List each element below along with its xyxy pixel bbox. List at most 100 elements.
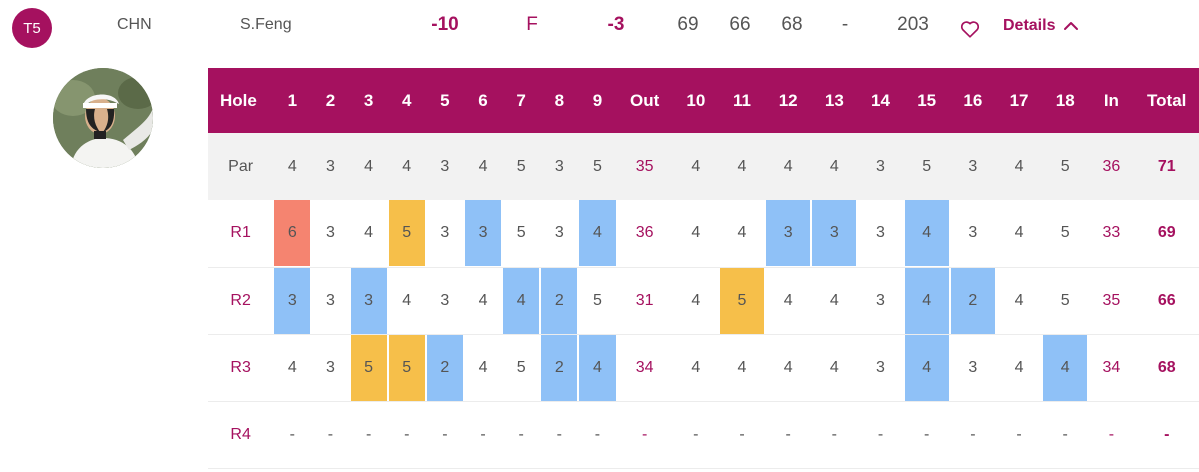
score-value: -	[289, 425, 295, 443]
today-score: -3	[607, 14, 625, 35]
column-header-1: 1	[273, 68, 312, 133]
score-cell: 4	[995, 133, 1043, 200]
player-summary-row[interactable]: T5 CHN S.Feng -10 F -3 69 66 68 - 203 De…	[0, 0, 1199, 56]
score-value: 4	[737, 157, 747, 175]
score-cell: 4	[578, 200, 617, 268]
birdie-marker: 3	[274, 267, 311, 334]
score-cell: -	[463, 401, 503, 469]
chevron-up-icon	[1064, 22, 1079, 30]
score-value: 68	[1157, 358, 1176, 376]
scorecard-row-r4: R4- - - - - - - - - - - - - - - - - - - - -	[208, 401, 1199, 469]
score-value: 4	[783, 358, 793, 376]
score-cell: 4	[672, 334, 719, 402]
score-cell: 3	[765, 200, 812, 268]
score-cell: 5	[349, 334, 388, 402]
score-value: 4	[364, 224, 374, 242]
score-cell: 4	[765, 267, 812, 335]
score-value: 5	[1060, 224, 1070, 242]
score-value: -	[1016, 425, 1022, 443]
score-value: 3	[440, 157, 450, 175]
score-cell: 4	[718, 133, 766, 200]
score-cell: 2	[540, 267, 579, 335]
score-cell: -	[1134, 401, 1199, 469]
score-cell: 2	[425, 334, 464, 402]
score-cell: 5	[903, 133, 950, 200]
column-header-11: 11	[718, 68, 766, 133]
column-header-out: Out	[616, 68, 673, 133]
score-cell: 4	[718, 200, 766, 268]
score-cell: 3	[463, 200, 503, 268]
column-header-16: 16	[949, 68, 996, 133]
score-cell: 4	[502, 267, 541, 335]
scorecard-header-row: Hole 1 2 3 4 5 6 7 8 9 Out 10 11 12 13 14 15 16 17 18 In Tota…	[208, 68, 1199, 133]
score-cell: 31	[616, 267, 673, 335]
score-value: 34	[1102, 358, 1121, 376]
score-value: 35	[1102, 291, 1121, 309]
score-value: -	[404, 425, 410, 443]
score-value: 3	[968, 157, 978, 175]
score-value: 4	[829, 291, 839, 309]
column-header-14: 14	[857, 68, 904, 133]
score-cell: 3	[949, 133, 996, 200]
score-value: -	[924, 425, 930, 443]
score-cell: 3	[311, 334, 350, 402]
score-value: 4	[783, 157, 793, 175]
score-value: 3	[554, 157, 564, 175]
heart-icon[interactable]	[959, 18, 981, 40]
score-cell: 5	[387, 200, 426, 268]
score-value: -	[1164, 425, 1170, 443]
birdie-marker: 2	[426, 334, 463, 401]
column-header-in: In	[1088, 68, 1135, 133]
score-value: 4	[783, 291, 793, 309]
score-value: 36	[635, 224, 654, 242]
column-header-9: 9	[578, 68, 617, 133]
score-cell: 3	[857, 133, 904, 200]
score-value: -	[970, 425, 976, 443]
score-value: 3	[876, 291, 885, 309]
score-cell: 3	[857, 200, 904, 268]
score-value: -	[877, 425, 884, 443]
score-value: 5	[516, 358, 526, 376]
score-cell: 5	[578, 267, 617, 335]
score-value: -	[518, 425, 524, 443]
score-cell: -	[857, 401, 904, 469]
score-cell: 5	[1042, 267, 1089, 335]
position-badge: T5	[12, 8, 52, 48]
score-cell: 33	[1088, 200, 1135, 268]
birdie-marker: 3	[350, 267, 387, 334]
score-value: 4	[829, 157, 839, 175]
column-header-hole: Hole	[208, 68, 274, 133]
score-value: 34	[635, 358, 654, 376]
score-cell: 5	[387, 334, 426, 402]
score-cell: 4	[387, 267, 426, 335]
player-name[interactable]: S.Feng	[240, 16, 292, 33]
column-header-18: 18	[1042, 68, 1089, 133]
score-value: 4	[691, 224, 701, 242]
score-cell: -	[349, 401, 388, 469]
round-2-score: 66	[729, 14, 751, 35]
score-cell: 3	[949, 200, 996, 268]
bogey-marker: 5	[388, 334, 425, 401]
score-value: 5	[1060, 291, 1070, 309]
column-header-5: 5	[425, 68, 464, 133]
score-value: 3	[326, 291, 335, 309]
score-value: -	[327, 425, 334, 443]
score-cell: -	[1042, 401, 1089, 469]
score-cell: 3	[311, 133, 350, 200]
column-header-13: 13	[811, 68, 858, 133]
score-cell: 5	[718, 267, 766, 335]
score-cell: 4	[349, 133, 388, 200]
score-value: 5	[592, 157, 602, 175]
birdie-marker: 4	[904, 267, 949, 334]
score-value: 3	[326, 358, 335, 376]
score-cell: 4	[349, 200, 388, 268]
score-value: 33	[1102, 224, 1121, 242]
details-toggle-button[interactable]: Details	[1003, 17, 1079, 35]
round-1-score: 69	[677, 14, 699, 35]
column-header-total: Total	[1134, 68, 1199, 133]
player-country: CHN	[117, 16, 152, 33]
double-marker: 6	[274, 200, 311, 267]
score-value: 36	[1102, 157, 1121, 175]
column-header-7: 7	[502, 68, 541, 133]
score-value: 4	[478, 157, 488, 175]
